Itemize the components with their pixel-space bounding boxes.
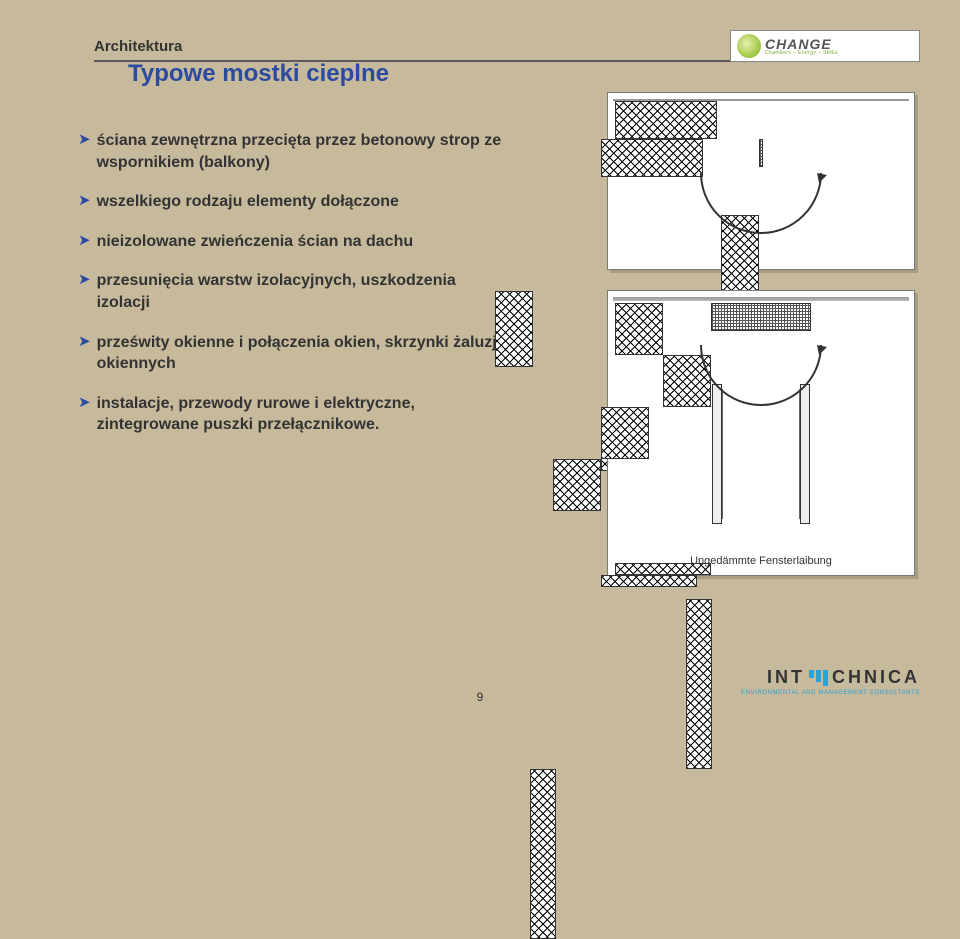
page-number: 9 bbox=[477, 690, 484, 704]
figure-2-caption: Ungedämmte Fensterlaibung bbox=[608, 555, 914, 567]
breadcrumb: Architektura bbox=[94, 38, 182, 55]
intechnica-sub: ENVIRONMENTAL AND MANAGEMENT CONSULTANTS bbox=[660, 690, 920, 696]
chevron-icon: ➤ bbox=[78, 191, 91, 211]
chevron-icon: ➤ bbox=[78, 332, 91, 352]
header: Architektura CHANGE Chambers – Energy – … bbox=[0, 20, 960, 60]
chevron-icon: ➤ bbox=[78, 270, 91, 290]
chevron-icon: ➤ bbox=[78, 130, 91, 150]
chevron-icon: ➤ bbox=[78, 231, 91, 251]
list-item: ➤prześwity okienne i połączenia okien, s… bbox=[78, 332, 508, 375]
bullet-list: ➤ściana zewnętrzna przecięta przez beton… bbox=[78, 130, 508, 454]
intechnica-logo: INT CHNICA ENVIRONMENTAL AND MANAGEMENT … bbox=[660, 667, 920, 696]
heat-flow-arc-icon bbox=[691, 173, 831, 243]
intechnica-bars-icon bbox=[809, 670, 828, 686]
figure-2: Ungedämmte Fensterlaibung bbox=[607, 290, 915, 576]
list-item: ➤ściana zewnętrzna przecięta przez beton… bbox=[78, 130, 508, 173]
heat-flow-arc-icon bbox=[691, 345, 831, 415]
change-logo: CHANGE Chambers – Energy – SMEs bbox=[730, 30, 920, 62]
figure-1 bbox=[607, 92, 915, 270]
change-logo-icon bbox=[737, 34, 761, 58]
intechnica-text-a: INT bbox=[767, 667, 805, 688]
list-item: ➤wszelkiego rodzaju elementy dołączone bbox=[78, 191, 508, 213]
change-logo-text: CHANGE bbox=[765, 37, 838, 51]
intechnica-text-b: CHNICA bbox=[832, 667, 920, 688]
list-item: ➤przesunięcia warstw izolacyjnych, uszko… bbox=[78, 270, 508, 313]
list-item: ➤instalacje, przewody rurowe i elektrycz… bbox=[78, 393, 508, 436]
change-logo-sub: Chambers – Energy – SMEs bbox=[765, 51, 838, 56]
page-title: Typowe mostki cieplne bbox=[128, 60, 389, 88]
list-item: ➤nieizolowane zwieńczenia ścian na dachu bbox=[78, 231, 508, 253]
chevron-icon: ➤ bbox=[78, 393, 91, 413]
